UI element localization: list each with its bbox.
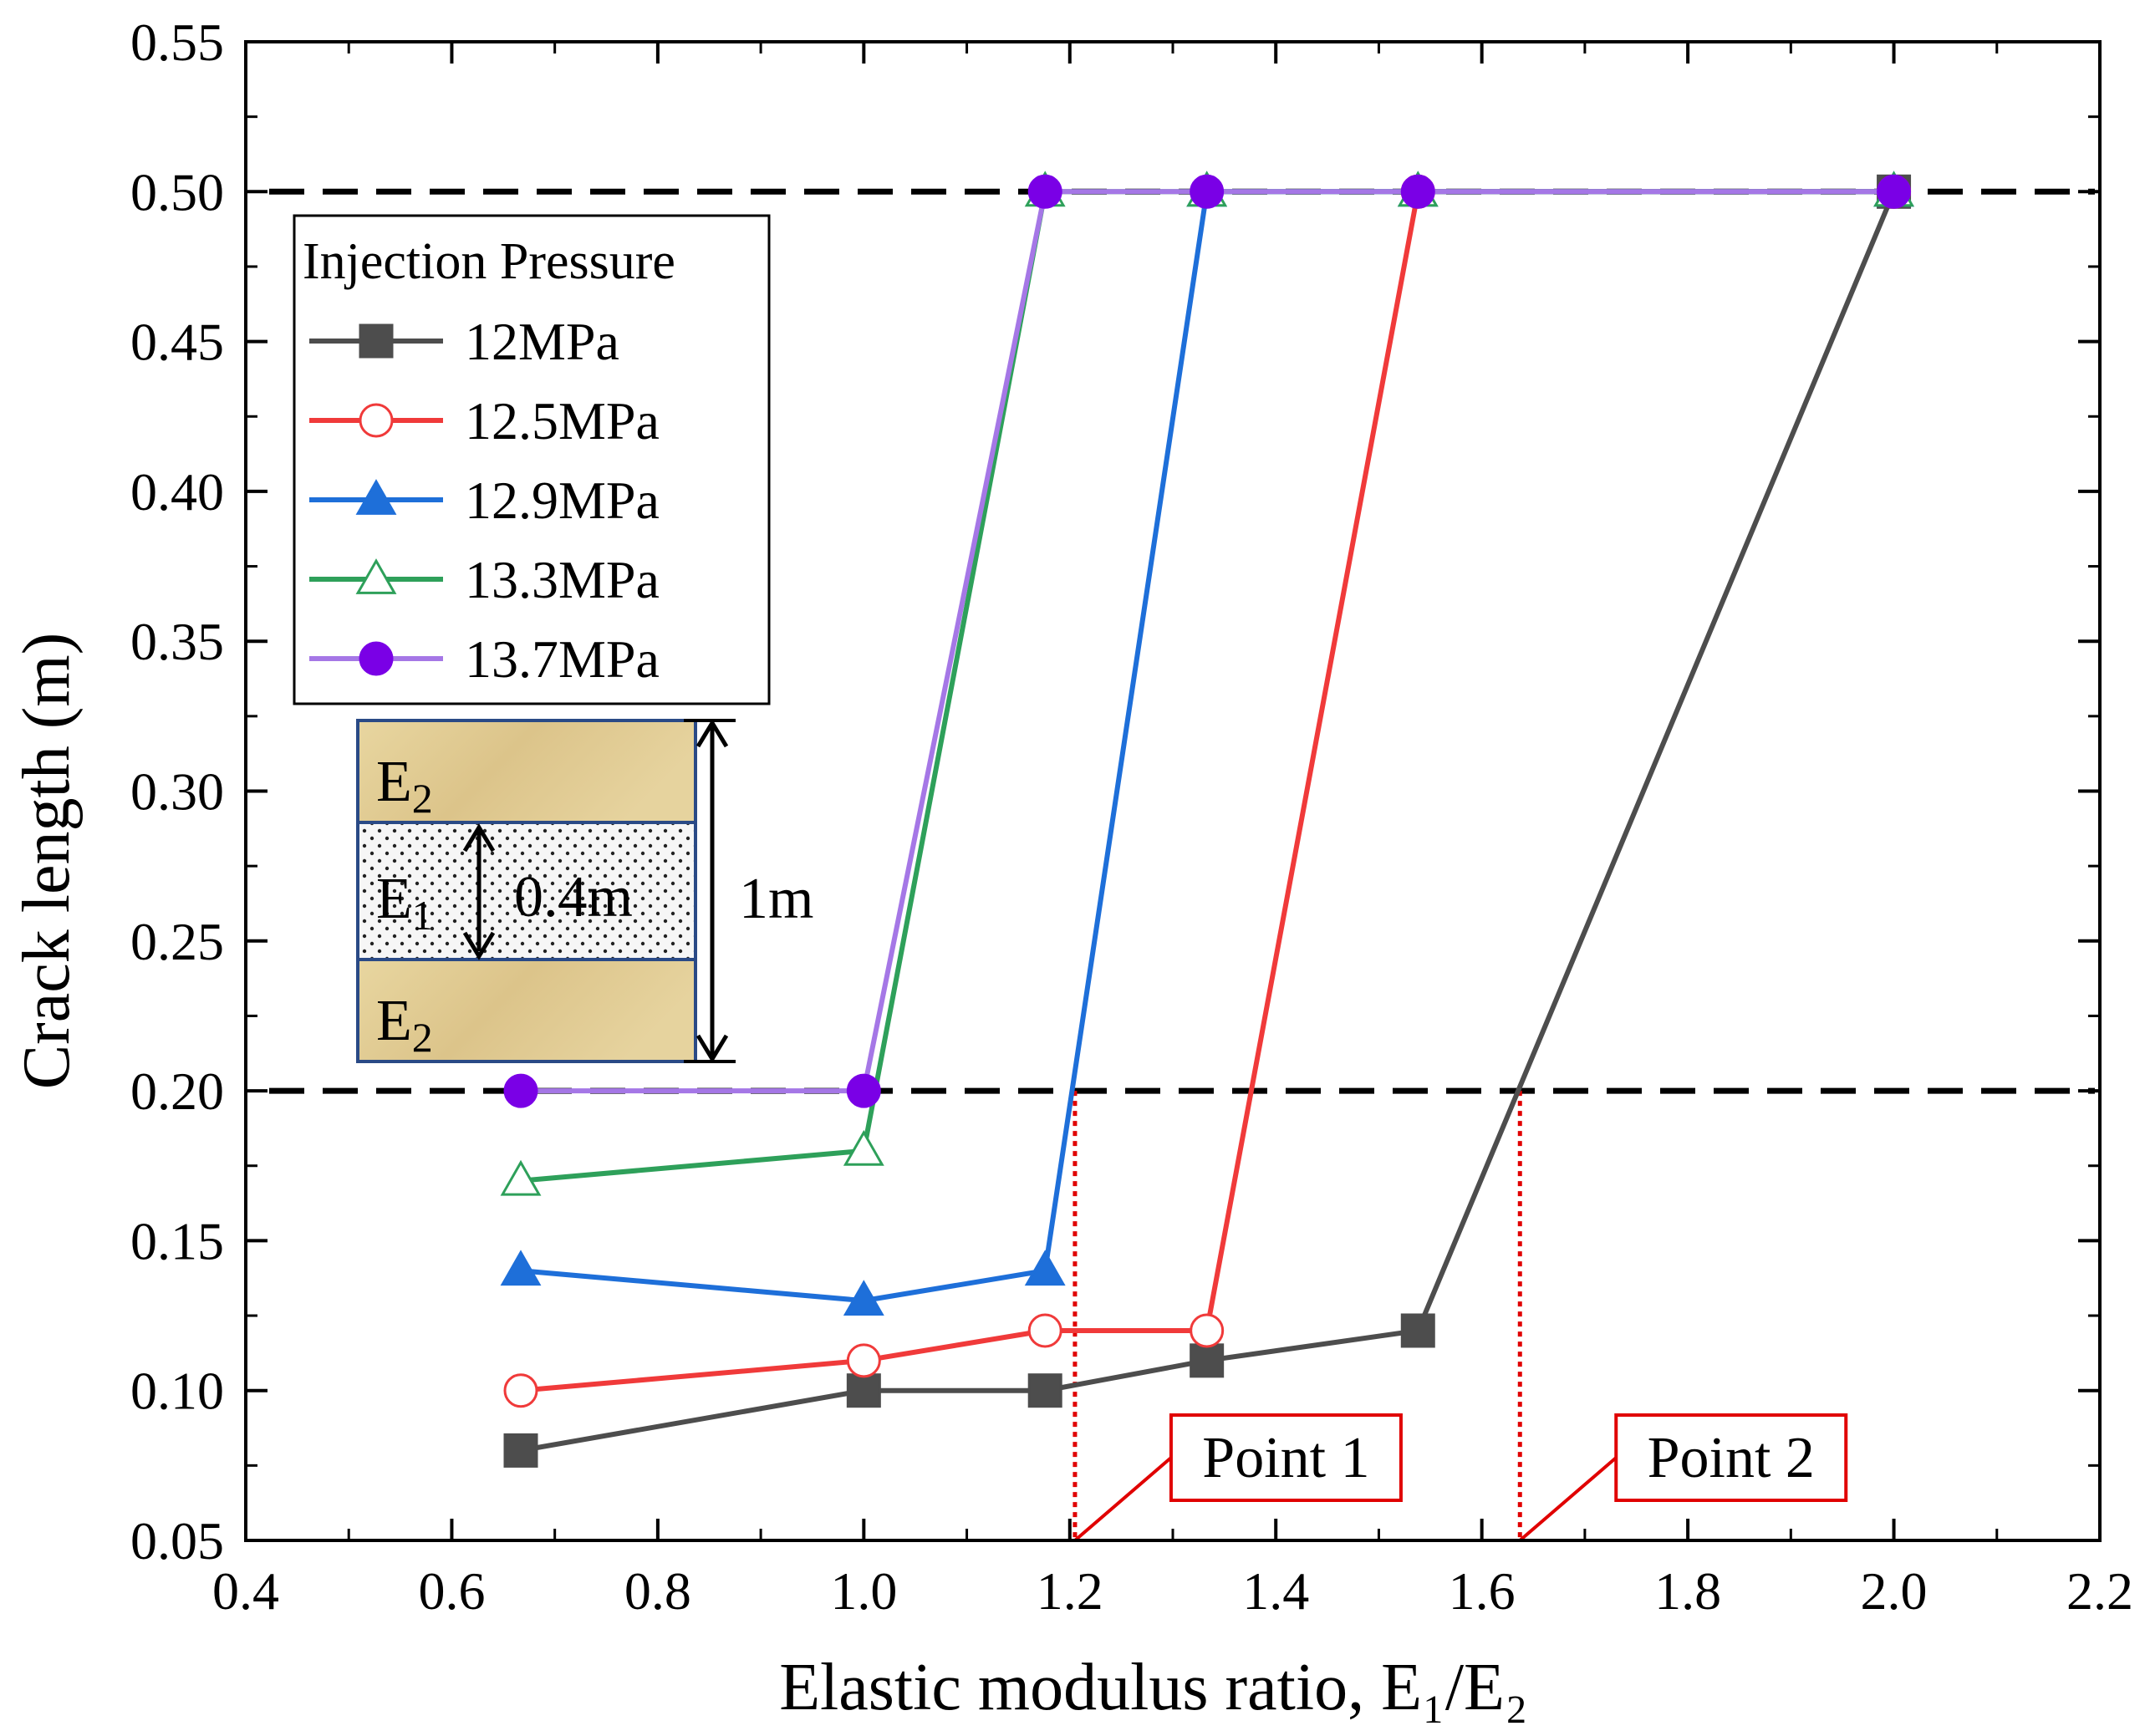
legend-label: 13.3MPa [465,550,660,609]
data-point-circle [503,1373,538,1408]
x-tick-label: 0.4 [212,1561,279,1621]
legend-label: 13.7MPa [465,629,660,689]
data-point-triangle [1024,1250,1066,1286]
series-line [521,189,1894,1094]
series-13.7MPa [503,174,1912,1108]
callouts: Point 1 Point 2 [1072,1091,1848,1542]
legend-item: 13.3MPa [309,550,660,609]
legend-item: 12MPa [309,312,619,371]
x-tick-label: 2.0 [1861,1561,1928,1621]
data-point-square [1190,1343,1225,1378]
x-tick-label: 1.0 [830,1561,897,1621]
legend-label: 12.5MPa [465,391,660,451]
data-point-square [1027,1373,1062,1408]
inset-middle-arrow-up-icon [462,823,496,853]
data-point-circle [1190,1313,1225,1348]
x-tick-label: 0.8 [624,1561,691,1621]
data-point-triangle [843,1129,884,1166]
callout-leader [1518,1456,1618,1542]
x-axis-title: Elastic modulus ratio, E₁/E₂ [779,1651,1528,1724]
data-point-circle [1400,174,1435,209]
legend-box [293,214,771,705]
callout-box [1614,1413,1848,1502]
callout-label: Point 2 [1648,1426,1815,1490]
y-tick-label: 0.45 [130,313,224,372]
inset-total-arrow-down-icon [695,1034,729,1063]
data-point-circle [1190,174,1225,209]
legend-items: 12MPa 12.5MPa 12.9MPa 13.3MPa 13.7MPa [309,312,660,689]
legend-label: 12.9MPa [465,471,660,530]
layer-schematic-inset: E2 E1 E2 0.4m 1m [356,719,813,1063]
data-point-circle [1027,1313,1062,1348]
y-tick-label: 0.35 [130,612,224,671]
x-tick-label: 1.6 [1449,1561,1516,1621]
inset-label-top: E2 [376,750,433,822]
data-point-circle [1877,174,1912,209]
data-point-circle [1027,174,1062,209]
inset-label-bottom: E2 [376,989,433,1061]
inset-middle-thickness: 0.4m [514,865,633,929]
inset-layer-bottom [356,958,697,1063]
data-point-circle [846,1073,881,1108]
data-point-triangle [500,1159,542,1196]
inset-middle-arrow-down-icon [462,931,496,960]
data-point-square [359,323,394,359]
data-point-triangle [500,1250,542,1286]
x-tick-label: 1.8 [1654,1561,1721,1621]
axes-layer: 0.4 0.6 0.8 1.0 1.2 1.4 1.6 1.8 2.0 2.2 0.05 0.10 0.… [130,13,2133,1621]
y-tick-label: 0.50 [130,162,224,221]
y-tick-label: 0.10 [130,1362,224,1421]
x-tick-label: 0.6 [418,1561,485,1621]
series-layer [500,171,1914,1468]
y-tick-label: 0.40 [130,462,224,522]
data-point-triangle [355,479,397,515]
y-tick-label: 0.25 [130,912,224,971]
x-tick-label: 2.2 [2066,1561,2133,1621]
legend-title: Injection Pressure [303,233,675,290]
inset-total-arrow-up-icon [695,719,729,748]
data-point-square [1400,1313,1435,1348]
data-point-triangle [843,1280,884,1316]
legend: Injection Pressure 12MPa 12.5MPa 12.9MPa 13… [293,214,771,705]
callout-leader [1073,1456,1173,1542]
x-tick-label: 1.4 [1242,1561,1309,1621]
data-point-circle [503,1073,538,1108]
inset-total-thickness: 1m [739,867,813,931]
legend-item: 12.5MPa [309,391,660,451]
y-tick-label: 0.20 [130,1061,224,1121]
legend-item: 13.7MPa [309,629,660,689]
data-point-square [503,1433,538,1468]
legend-label: 12MPa [465,312,619,371]
callout-box [1169,1413,1403,1502]
y-tick-label: 0.30 [130,762,224,822]
inset-layer-middle [356,821,697,961]
data-point-square [846,1373,881,1408]
data-point-circle [359,641,394,676]
inset-label-middle: E1 [376,867,433,939]
y-tick-label: 0.15 [130,1211,224,1270]
callout-label: Point 1 [1202,1426,1369,1490]
y-tick-label: 0.55 [130,13,224,72]
y-tick-label: 0.05 [130,1511,224,1571]
inset-layer-top [356,719,697,824]
data-point-triangle [355,558,397,594]
y-axis-title: Crack length (m) [10,633,84,1089]
x-tick-label: 1.2 [1037,1561,1103,1621]
data-point-circle [359,403,394,438]
data-point-circle [846,1343,881,1378]
legend-item: 12.9MPa [309,471,660,530]
series-line [520,191,1897,1453]
